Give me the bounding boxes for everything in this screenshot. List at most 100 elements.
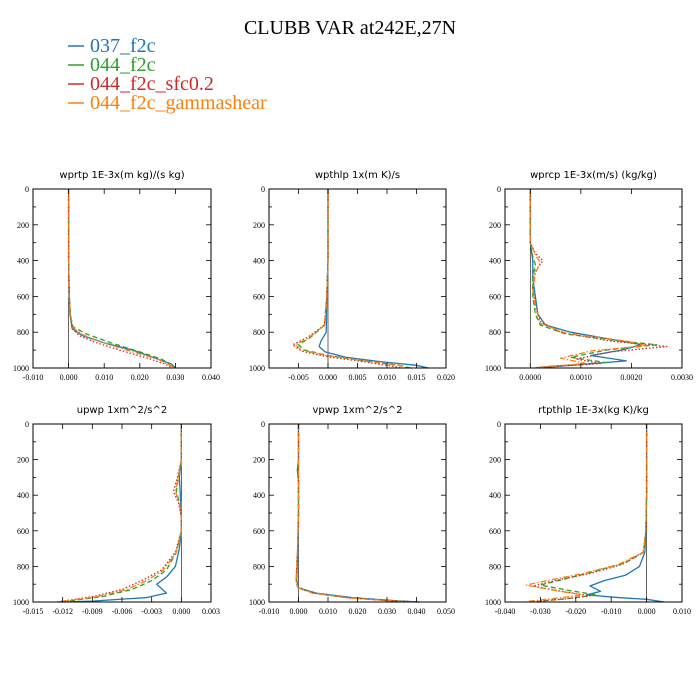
panel-title: upwp 1xm^2/s^2 xyxy=(77,405,167,416)
x-tick-label: 0.040 xyxy=(202,373,220,382)
x-tick-label: -0.010 xyxy=(601,607,622,616)
x-tick-label: 0.000 xyxy=(638,607,656,616)
legend-item: 044_f2c_sfc0.2 xyxy=(68,73,214,95)
y-tick-label: 800 xyxy=(489,328,501,337)
x-tick-label: 0.015 xyxy=(408,373,426,382)
x-tick-label: -0.009 xyxy=(82,607,103,616)
panel-title: rtpthlp 1E-3x(kg K)/kg xyxy=(538,405,649,416)
legend-label: 044_f2c xyxy=(90,54,156,76)
x-tick-label: 0.030 xyxy=(166,373,184,382)
y-tick-label: 600 xyxy=(17,292,29,301)
plot-frame xyxy=(504,188,683,369)
y-tick-label: 0 xyxy=(25,420,29,429)
x-tick-label: 0.010 xyxy=(319,607,337,616)
legend-label: 044_f2c_gammashear xyxy=(90,92,267,114)
series-line-044_f2c_sfc0.2 xyxy=(67,189,173,369)
panel-title: vpwp 1xm^2/s^2 xyxy=(312,405,402,416)
series-line-037_f2c xyxy=(318,189,429,369)
x-tick-label: 0.0010 xyxy=(570,373,592,382)
series-line-044_f2c_sfc0.2 xyxy=(529,189,668,369)
y-tick-label: 800 xyxy=(17,562,29,571)
y-tick-label: 400 xyxy=(17,257,29,266)
series-group xyxy=(529,189,668,369)
series-line-044_f2c_sfc0.2 xyxy=(291,189,402,369)
plot-frame xyxy=(268,188,447,369)
y-tick-label: 1000 xyxy=(249,364,265,373)
plot-frame xyxy=(504,423,683,603)
x-tick-label: -0.010 xyxy=(259,607,280,616)
panel-1: wprtp 1E-3x(m kg)/(s kg) 0 200 400 600 800 100… xyxy=(13,170,220,382)
x-tick-label: 0.000 xyxy=(60,373,78,382)
y-tick-label: 800 xyxy=(17,328,29,337)
series-line-044_f2c_gammashear xyxy=(57,424,182,603)
y-tick-label: 200 xyxy=(253,221,265,230)
x-tick-label: 0.0000 xyxy=(519,373,541,382)
series-line-044_f2c xyxy=(297,189,411,369)
series-group xyxy=(57,424,182,603)
x-tick-label: 0.050 xyxy=(437,607,455,616)
x-tick-label: 0.003 xyxy=(202,607,220,616)
series-line-044_f2c_sfc0.2 xyxy=(57,424,182,603)
series-line-044_f2c_gammashear xyxy=(295,424,417,603)
legend-item: 044_f2c_gammashear xyxy=(68,92,267,114)
y-tick-label: 200 xyxy=(17,456,29,465)
panel-title: wprtp 1E-3x(m kg)/(s kg) xyxy=(59,170,184,181)
x-tick-label: -0.030 xyxy=(530,607,551,616)
series-line-037_f2c xyxy=(62,424,182,603)
y-tick-label: 1000 xyxy=(249,598,265,607)
x-tick-label: -0.020 xyxy=(565,607,586,616)
legend: 037_f2c044_f2c044_f2c_sfc0.2044_f2c_gamm… xyxy=(68,35,267,114)
x-tick-label: 0.030 xyxy=(378,607,396,616)
y-tick-label: 200 xyxy=(489,221,501,230)
x-tick-label: 0.020 xyxy=(349,607,367,616)
y-tick-label: 600 xyxy=(17,527,29,536)
legend-label: 044_f2c_sfc0.2 xyxy=(90,73,214,95)
series-group xyxy=(291,189,429,369)
y-tick-label: 400 xyxy=(253,257,265,266)
x-tick-label: 0.0020 xyxy=(620,373,642,382)
series-line-044_f2c_gammashear xyxy=(529,189,648,369)
x-tick-label: -0.040 xyxy=(495,607,516,616)
x-tick-label: -0.005 xyxy=(288,373,309,382)
y-tick-label: 0 xyxy=(497,420,501,429)
series-line-044_f2c_sfc0.2 xyxy=(295,424,417,603)
x-tick-label: 0.020 xyxy=(437,373,455,382)
y-tick-label: 1000 xyxy=(485,364,501,373)
plot-frame xyxy=(32,423,212,603)
x-tick-label: 0.010 xyxy=(378,373,396,382)
y-tick-label: 0 xyxy=(261,185,265,194)
legend-label: 037_f2c xyxy=(90,35,156,57)
series-line-044_f2c_gammashear xyxy=(294,189,408,369)
series-line-037_f2c xyxy=(67,189,176,369)
series-line-044_f2c xyxy=(57,424,182,603)
plot-frame xyxy=(268,423,447,603)
y-tick-label: 800 xyxy=(253,328,265,337)
x-tick-label: -0.015 xyxy=(23,607,44,616)
y-tick-label: 600 xyxy=(253,527,265,536)
series-line-037_f2c xyxy=(296,424,420,603)
series-line-044_f2c_gammashear xyxy=(525,424,648,603)
x-tick-label: 0.005 xyxy=(349,373,367,382)
series-line-044_f2c xyxy=(529,189,658,369)
y-tick-label: 0 xyxy=(497,185,501,194)
x-tick-label: -0.003 xyxy=(141,607,162,616)
x-tick-label: 0.0030 xyxy=(671,373,693,382)
panel-3: wprcp 1E-3x(m/s) (kg/kg) 0 200 400 600 800 100… xyxy=(485,170,693,382)
series-group xyxy=(295,424,420,603)
y-tick-label: 800 xyxy=(253,562,265,571)
x-tick-label: 0.010 xyxy=(673,607,691,616)
y-tick-label: 1000 xyxy=(485,598,501,607)
y-tick-label: 0 xyxy=(25,185,29,194)
x-tick-label: 0.000 xyxy=(319,373,337,382)
y-tick-label: 800 xyxy=(489,562,501,571)
series-line-037_f2c xyxy=(585,424,665,603)
x-tick-label: 0.010 xyxy=(95,373,113,382)
series-line-044_f2c xyxy=(536,424,648,603)
legend-item: 037_f2c xyxy=(68,35,156,57)
y-tick-label: 600 xyxy=(253,292,265,301)
panel-2: wpthlp 1x(m K)/s 0 200 400 600 800 1000 -0.005 0… xyxy=(249,170,455,382)
panels: wprtp 1E-3x(m kg)/(s kg) 0 200 400 600 800 100… xyxy=(13,170,693,616)
panel-title: wpthlp 1x(m K)/s xyxy=(315,170,400,181)
figure-title: CLUBB VAR at242E,27N xyxy=(244,17,456,39)
